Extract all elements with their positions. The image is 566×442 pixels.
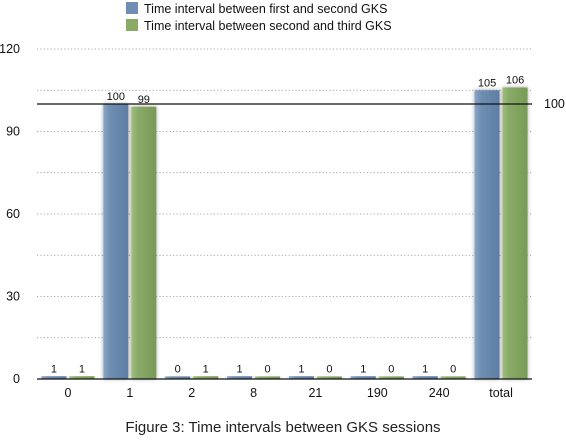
reference-line: 100 (37, 97, 565, 111)
x-tick-label: 2 (188, 386, 195, 400)
x-tick-label: 1 (126, 386, 133, 400)
value-label: 100 (107, 91, 125, 103)
y-axis: 0 30 60 90 120 (0, 42, 20, 386)
value-label: 1 (203, 363, 209, 375)
x-tick-label: 190 (367, 386, 388, 400)
bar-total-series-2 (502, 87, 528, 379)
value-label: 0 (450, 364, 456, 376)
legend-label-2: Time interval between second and third G… (144, 19, 392, 33)
x-tick-label: 240 (429, 386, 450, 400)
value-label: 1 (360, 363, 366, 375)
value-label: 0 (326, 364, 332, 376)
value-label: 0 (265, 364, 271, 376)
legend-swatch-1 (126, 2, 138, 14)
value-label: 0 (388, 364, 394, 376)
value-label: 1 (237, 363, 243, 375)
legend-label-1: Time interval between first and second G… (144, 2, 387, 16)
bar-190-series-1 (350, 376, 376, 379)
x-tick-label: 0 (64, 386, 71, 400)
x-axis: 0 1 2 8 21 190 240 total (37, 378, 532, 400)
value-label: 106 (506, 75, 524, 87)
value-label: 105 (478, 77, 496, 89)
bar-1-series-2 (131, 106, 157, 379)
x-tick-label: 21 (308, 386, 322, 400)
reference-line-label: 100 (544, 97, 565, 111)
bar-240-series-1 (412, 376, 438, 379)
value-label: 1 (79, 363, 85, 375)
y-tick-label: 0 (13, 372, 20, 386)
bar-21-series-2 (316, 376, 342, 379)
value-labels: 1 1 100 99 0 1 1 0 1 0 1 0 1 0 105 106 (51, 75, 524, 376)
bar-2-series-2 (193, 376, 219, 379)
legend: Time interval between first and second G… (126, 2, 392, 33)
legend-swatch-2 (126, 19, 138, 31)
bar-190-series-2 (378, 376, 404, 379)
bar-1-series-1 (103, 104, 129, 379)
value-label: 99 (138, 94, 150, 106)
bar-0-series-1 (41, 376, 67, 379)
figure-caption: Figure 3: Time intervals between GKS ses… (125, 419, 440, 436)
y-tick-label: 120 (0, 42, 20, 56)
value-label: 1 (51, 363, 57, 375)
bars (41, 87, 528, 379)
bar-8-series-1 (227, 376, 253, 379)
bar-2-series-1 (165, 376, 191, 379)
value-label: 1 (422, 363, 428, 375)
bar-0-series-2 (69, 376, 95, 379)
x-tick-label: 8 (250, 386, 257, 400)
value-label: 0 (175, 364, 181, 376)
y-tick-label: 30 (6, 290, 20, 304)
bar-21-series-1 (288, 376, 314, 379)
bar-240-series-2 (440, 376, 466, 379)
bar-total-series-1 (474, 90, 500, 379)
x-tick-label: total (489, 386, 513, 400)
value-label: 1 (298, 363, 304, 375)
y-tick-label: 90 (6, 125, 20, 139)
bar-8-series-2 (255, 376, 281, 379)
y-tick-label: 60 (6, 207, 20, 221)
